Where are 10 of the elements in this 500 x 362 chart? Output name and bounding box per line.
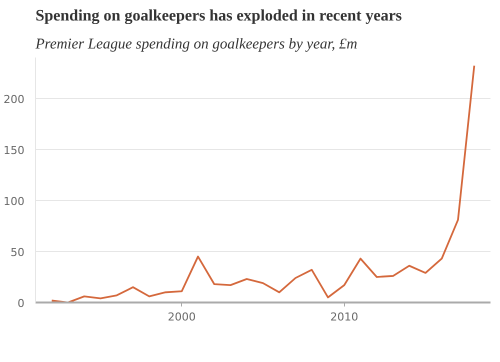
y-tick-label: 150 [4,144,25,157]
x-tick-label: 2010 [330,310,358,324]
chart-title: Spending on goalkeepers has exploded in recent years [36,8,402,24]
x-tick-label: 2000 [168,310,196,324]
y-tick-label: 200 [4,92,25,106]
line-series [50,64,476,302]
y-tick-label: 50 [10,246,25,259]
chart-subtitle: Premier League spending on goalkeepers by year, £m [34,36,358,52]
y-tick-label: 100 [4,194,25,208]
y-tick-label: 0 [18,297,24,310]
